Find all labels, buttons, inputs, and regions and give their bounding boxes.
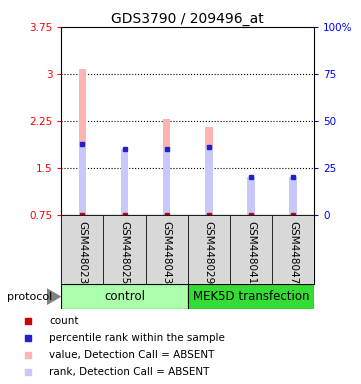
Bar <box>289 177 297 215</box>
Text: GSM448029: GSM448029 <box>204 220 214 284</box>
Bar <box>289 180 297 215</box>
Bar <box>61 215 104 284</box>
Text: GSM448043: GSM448043 <box>162 220 172 284</box>
Title: GDS3790 / 209496_at: GDS3790 / 209496_at <box>111 12 264 26</box>
Bar <box>79 69 86 215</box>
Bar <box>230 215 272 284</box>
Text: GSM448047: GSM448047 <box>288 220 298 284</box>
Text: value, Detection Call = ABSENT: value, Detection Call = ABSENT <box>49 350 214 360</box>
Bar <box>121 173 129 215</box>
Text: control: control <box>104 290 145 303</box>
Bar <box>163 149 170 215</box>
Bar <box>145 215 188 284</box>
Bar <box>163 119 170 215</box>
Text: GSM448025: GSM448025 <box>119 220 130 284</box>
Bar <box>205 147 213 215</box>
Text: MEK5D transfection: MEK5D transfection <box>193 290 309 303</box>
Bar <box>272 215 314 284</box>
Bar <box>61 284 188 309</box>
Text: protocol: protocol <box>7 291 52 302</box>
Text: GSM448023: GSM448023 <box>77 220 87 284</box>
Bar <box>247 177 255 215</box>
Bar <box>121 149 129 215</box>
Bar <box>188 284 314 309</box>
Text: GSM448041: GSM448041 <box>246 220 256 284</box>
Bar <box>205 127 213 215</box>
Polygon shape <box>47 288 61 305</box>
Bar <box>247 177 255 215</box>
Text: percentile rank within the sample: percentile rank within the sample <box>49 333 225 343</box>
Bar <box>188 215 230 284</box>
Bar <box>79 144 86 215</box>
Text: count: count <box>49 316 79 326</box>
Text: rank, Detection Call = ABSENT: rank, Detection Call = ABSENT <box>49 367 209 377</box>
Bar <box>104 215 145 284</box>
